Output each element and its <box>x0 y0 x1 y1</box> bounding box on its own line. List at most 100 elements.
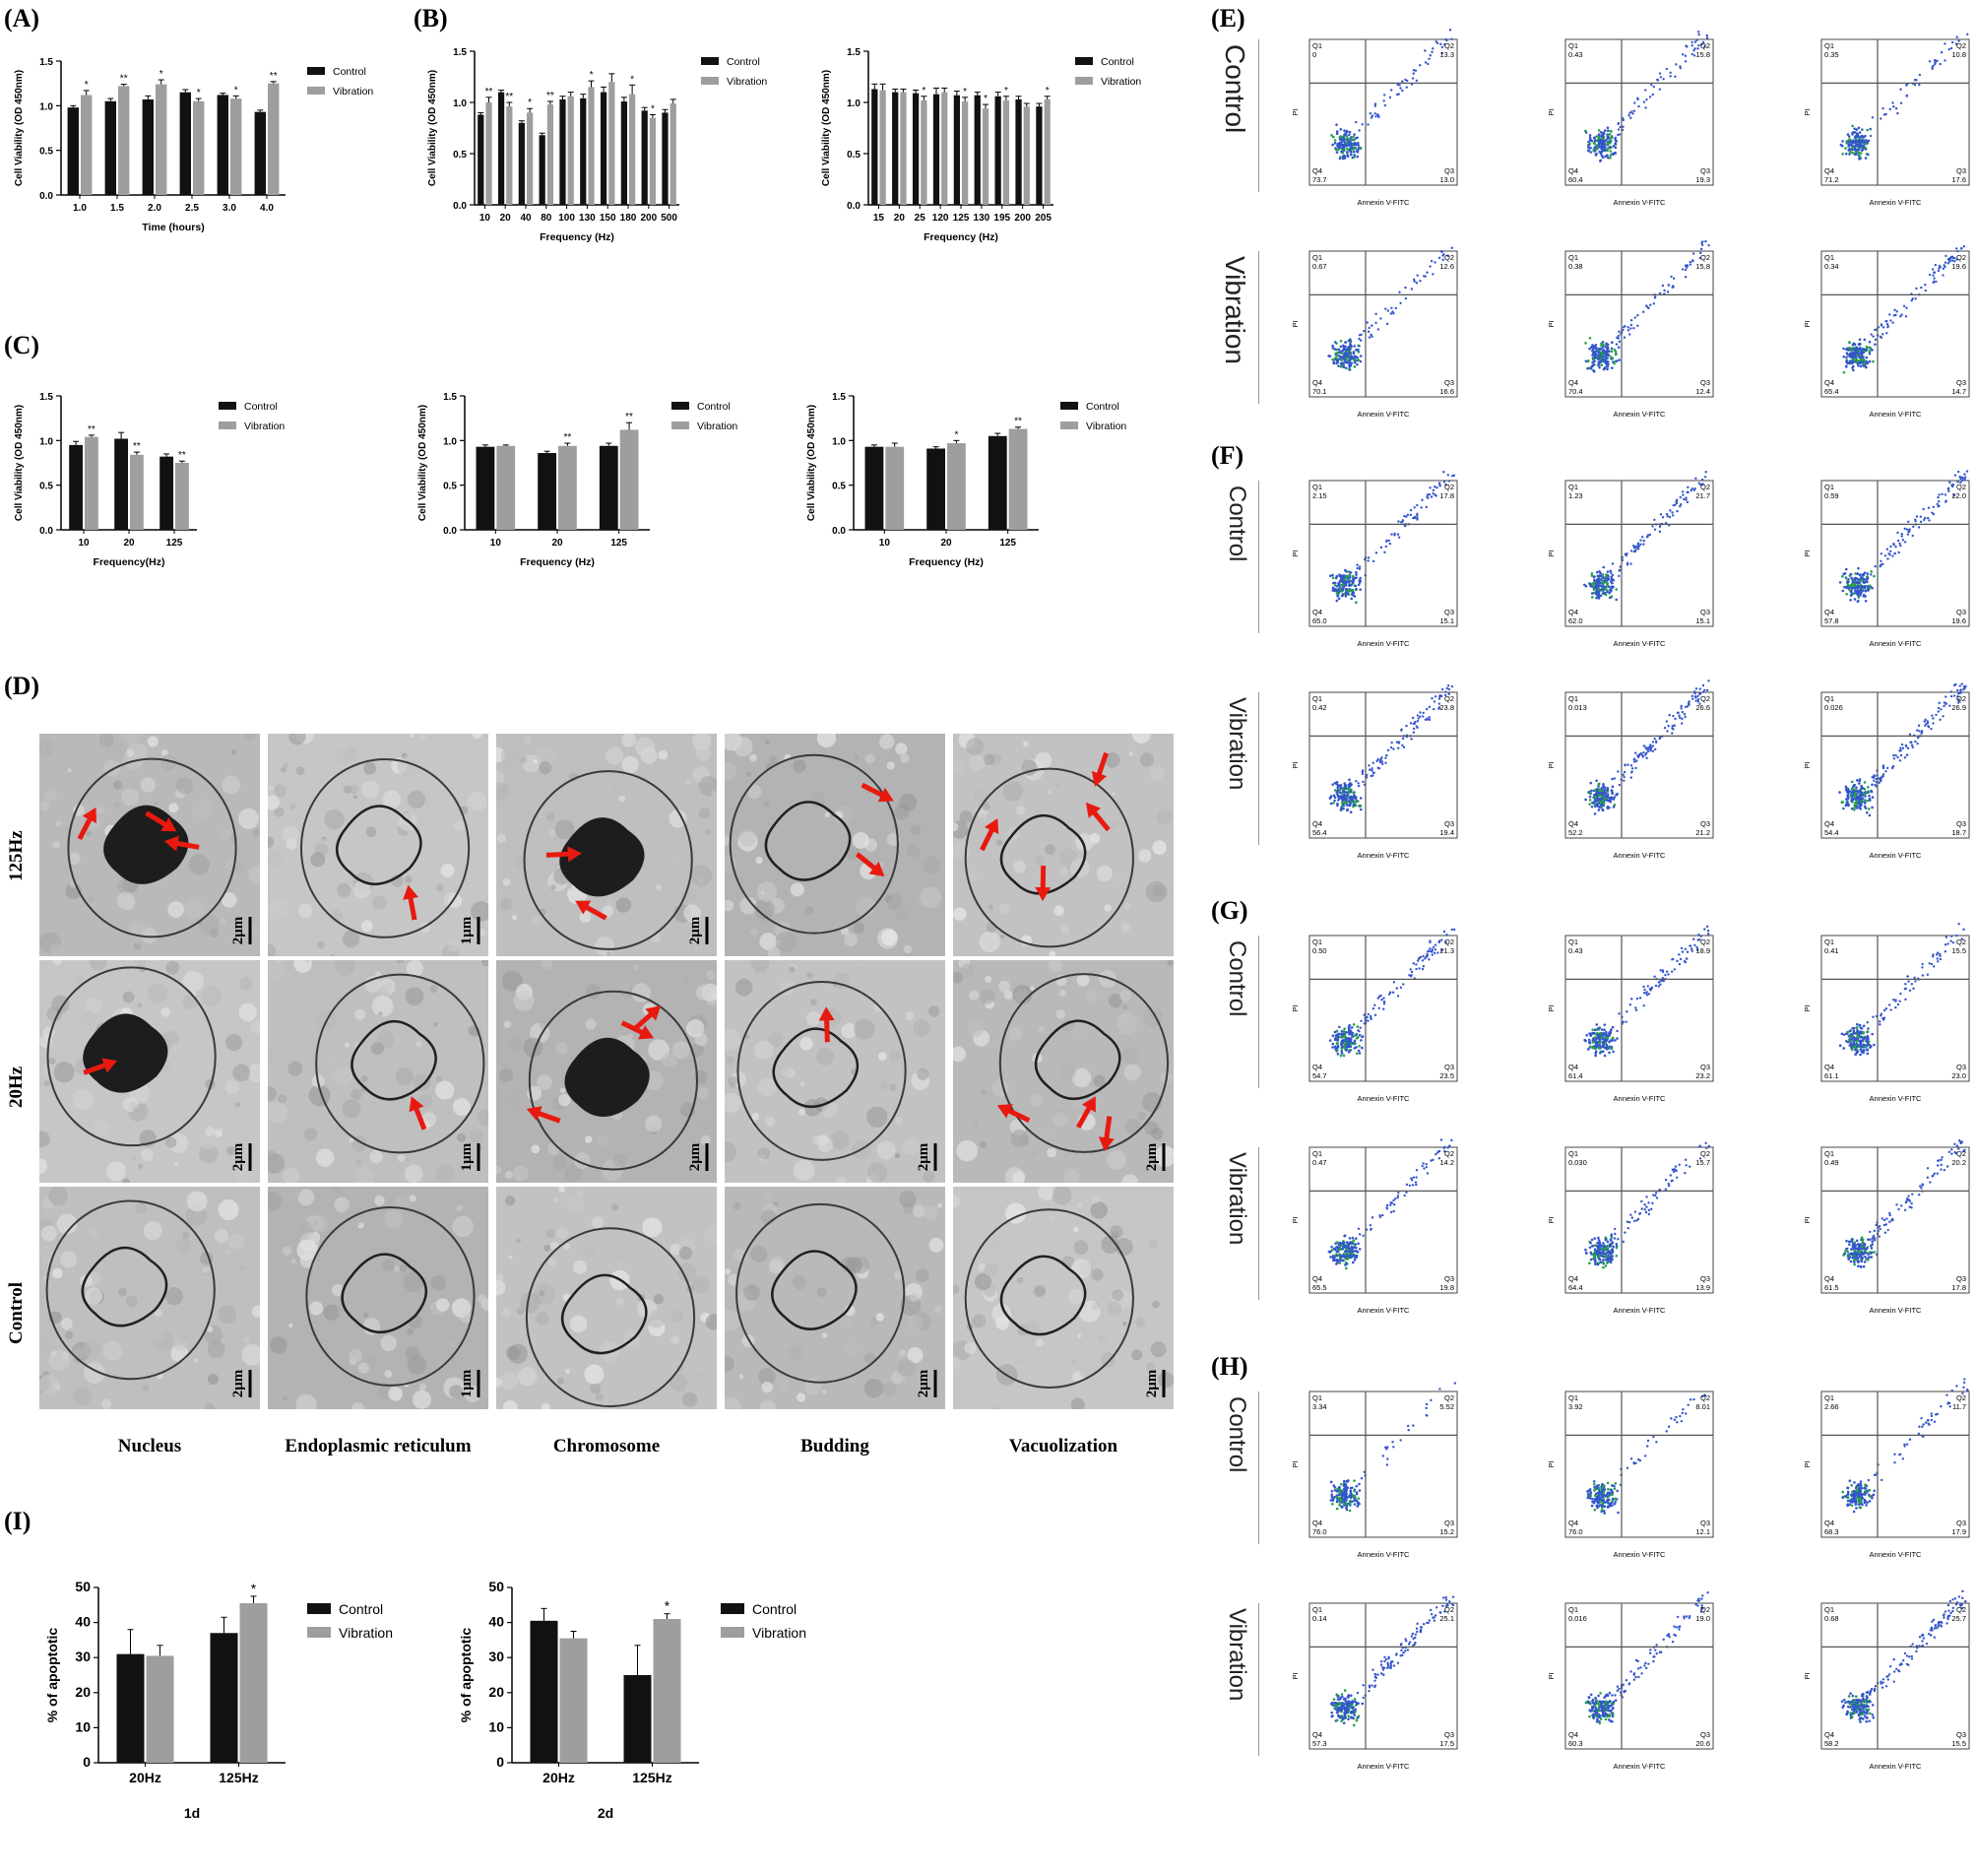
tem-organelle <box>343 785 351 794</box>
tem-organelle <box>421 1112 437 1128</box>
scatter-dot <box>1437 697 1441 700</box>
scatter-dot <box>1367 556 1371 559</box>
scatter-dot <box>1868 813 1872 817</box>
x-tick-label: 125 <box>953 213 970 224</box>
scatter-dot <box>1862 593 1866 597</box>
tem-organelle <box>184 898 205 920</box>
scatter-dot <box>1959 689 1962 692</box>
tem-organelle <box>865 1325 879 1338</box>
scatter-dot <box>1932 274 1935 277</box>
scatter-dot <box>1603 129 1607 132</box>
tem-organelle <box>841 1022 857 1039</box>
tem-organelle <box>606 746 624 765</box>
tem-organelle <box>647 1310 666 1328</box>
scatter-dot <box>1368 764 1371 767</box>
tem-organelle <box>83 1339 102 1359</box>
scatter-dot <box>1957 39 1960 42</box>
scatter-dot <box>1956 470 1960 474</box>
tem-organelle <box>750 960 770 972</box>
significance-mark: * <box>1004 86 1008 97</box>
scatter-dot <box>1443 43 1446 46</box>
scatter-dot <box>1347 367 1351 371</box>
tem-organelle <box>227 1233 245 1250</box>
vibration-bar <box>239 1603 268 1763</box>
tem-organelle <box>1157 1371 1174 1389</box>
scatter-dot <box>1345 570 1348 573</box>
scatter-dot <box>1342 135 1346 139</box>
tem-organelle <box>132 1106 139 1112</box>
x-tick-label: 100 <box>558 213 575 224</box>
legend-label-control: Control <box>333 66 366 78</box>
tem-organelle <box>384 1370 393 1378</box>
scatter-dot <box>1857 151 1861 155</box>
scatter-dot <box>1353 1034 1356 1038</box>
scatter-dot <box>1349 344 1353 348</box>
scatter-dot <box>1659 76 1663 79</box>
significance-mark: * <box>251 1581 257 1596</box>
scatter-dot <box>1854 577 1857 581</box>
scatter-dot <box>1374 551 1378 554</box>
scale-bar-label: 2μm <box>916 1369 931 1397</box>
legend-swatch-control <box>1075 57 1093 65</box>
tem-organelle <box>435 1080 455 1100</box>
scatter-dot <box>1606 364 1610 368</box>
scatter-dot <box>1591 348 1595 351</box>
scatter-dot <box>1937 710 1940 713</box>
tem-organelle <box>670 1334 680 1344</box>
tem-organelle <box>1124 902 1131 910</box>
scatter-dot <box>1892 757 1896 760</box>
scatter-dot <box>1405 515 1408 518</box>
scatter-dot <box>1632 546 1636 550</box>
scatter-dot <box>1598 594 1601 598</box>
tem-organelle <box>846 1229 854 1237</box>
tem-organelle <box>744 1034 750 1040</box>
scatter-dot <box>1615 359 1619 362</box>
x-tick-label: 150 <box>600 213 616 224</box>
significance-mark: ** <box>564 432 572 443</box>
scatter-dot <box>1340 1052 1344 1055</box>
significance-mark: * <box>234 85 238 96</box>
scatter-dot <box>1871 586 1874 590</box>
red-arrow-head <box>1091 770 1108 787</box>
scatter-dot <box>1331 576 1335 580</box>
scatter-dot <box>1868 349 1872 353</box>
scatter-dot <box>1945 254 1947 258</box>
tem-texture: 2μm <box>39 734 260 956</box>
scatter-dot <box>1865 810 1869 814</box>
scatter-dot <box>1631 112 1634 115</box>
tem-organelle <box>293 960 312 973</box>
scatter-dot <box>1593 586 1597 590</box>
tem-organelle <box>1152 840 1167 856</box>
x-tick-label: 40 <box>520 213 532 224</box>
tem-organelle <box>1074 1024 1086 1037</box>
flow-condition-divider <box>1258 39 1259 192</box>
tem-organelle <box>953 1283 960 1295</box>
scatter-dot <box>1327 355 1330 357</box>
scatter-dot <box>1850 151 1854 155</box>
quadrant-value-q4: 70.4 <box>1568 387 1583 396</box>
tem-organelle <box>182 970 204 993</box>
vibration-bar <box>81 95 93 195</box>
vibration-bar <box>118 86 130 195</box>
scatter-dot <box>1855 779 1859 782</box>
control-bar <box>988 435 1007 530</box>
scatter-dot <box>1617 334 1621 338</box>
scatter-dot <box>1642 543 1645 546</box>
tem-organelle <box>334 1197 350 1213</box>
scatter-dot <box>1593 789 1597 792</box>
scatter-dot <box>1419 715 1422 718</box>
scatter-dot <box>1858 806 1862 809</box>
scatter-dot <box>1652 85 1655 89</box>
scatter-dot <box>1337 799 1340 802</box>
scatter-dot <box>1379 757 1382 761</box>
tem-organelle <box>920 886 941 909</box>
tem-organelle <box>1146 1362 1156 1372</box>
tem-organelle <box>268 898 288 920</box>
quadrant-label-q1: Q1 <box>1312 694 1322 703</box>
scatter-dot <box>1646 749 1650 753</box>
scatter-dot <box>1384 307 1387 310</box>
tem-organelle <box>953 821 959 832</box>
tem-organelle <box>900 753 910 763</box>
